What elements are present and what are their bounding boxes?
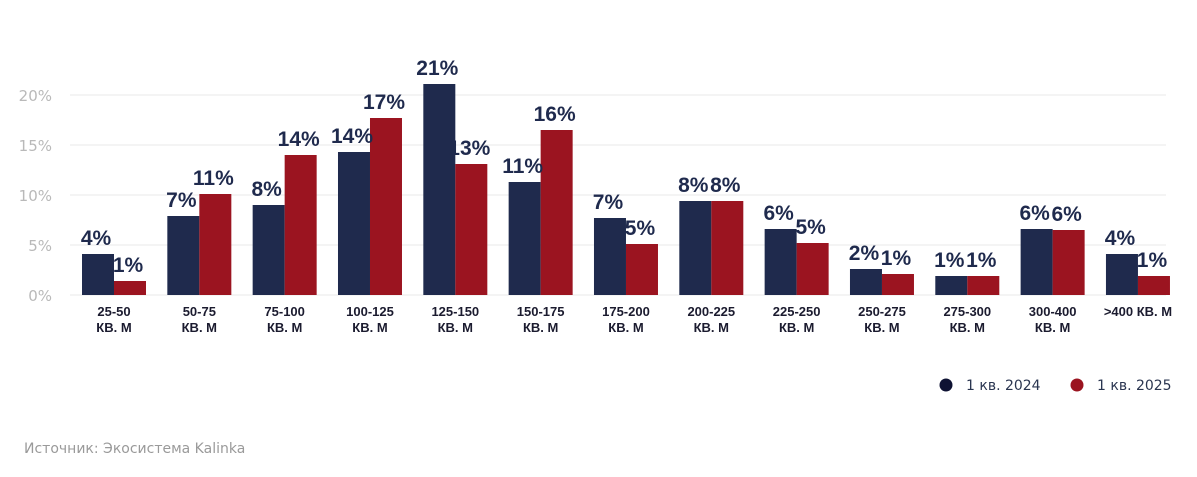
bar-2024: [849, 269, 882, 295]
x-tick-label: 300-400: [1029, 304, 1077, 319]
x-tick-label: 200-225: [687, 304, 735, 319]
bar-2025: [540, 130, 573, 295]
y-tick-label: 0%: [28, 287, 52, 305]
source-note: Источник: Экосистема Kalinka: [24, 441, 245, 457]
bar-2025: [796, 243, 829, 295]
data-label: 7%: [593, 191, 624, 214]
bar-2025: [369, 118, 402, 295]
x-tick-label: 75-100: [264, 304, 304, 319]
data-label: 6%: [1019, 202, 1050, 225]
legend-label: 1 кв. 2024: [966, 378, 1041, 394]
bar-2025: [625, 244, 658, 295]
x-tick-label: КВ. М: [267, 320, 302, 335]
x-tick-label: КВ. М: [96, 320, 131, 335]
x-tick-label: 225-250: [773, 304, 821, 319]
x-tick-label: >400 КВ. М: [1104, 304, 1172, 319]
x-tick-label: КВ. М: [864, 320, 899, 335]
bar-2024: [935, 276, 968, 295]
legend-label: 1 кв. 2025: [1097, 378, 1172, 394]
x-tick-label: КВ. М: [950, 320, 985, 335]
data-label: 6%: [763, 202, 794, 225]
bar-2024: [508, 182, 541, 295]
x-tick-label: 100-125: [346, 304, 394, 319]
x-tick-label: КВ. М: [608, 320, 643, 335]
data-label: 13%: [448, 137, 490, 160]
bar-2025: [1052, 230, 1085, 295]
bar-2025: [284, 155, 317, 295]
data-label: 1%: [934, 249, 965, 272]
x-tick-label: КВ. М: [694, 320, 729, 335]
y-axis-ticks: 0% 5% 10% 15% 20%: [19, 87, 52, 305]
data-label: 1%: [1137, 249, 1168, 272]
bar-2024: [764, 229, 797, 295]
x-tick-label: КВ. М: [182, 320, 217, 335]
bar-2024: [593, 218, 626, 295]
data-label: 1%: [881, 247, 912, 270]
bar-2025: [199, 194, 232, 295]
data-label: 14%: [331, 125, 373, 148]
x-tick-label: 150-175: [517, 304, 565, 319]
bars: [82, 84, 1170, 295]
bar-2024: [1105, 254, 1138, 295]
data-label: 6%: [1051, 203, 1082, 226]
data-label: 7%: [166, 189, 197, 212]
legend-marker: [939, 378, 953, 392]
data-label: 14%: [278, 128, 320, 151]
y-tick-label: 20%: [19, 87, 52, 105]
x-tick-label: КВ. М: [523, 320, 558, 335]
data-label: 16%: [534, 103, 576, 126]
data-label: 8%: [251, 178, 282, 201]
x-tick-label: 250-275: [858, 304, 906, 319]
x-tick-label: КВ. М: [1035, 320, 1070, 335]
data-label: 11%: [193, 167, 234, 190]
data-label: 8%: [710, 174, 741, 197]
x-tick-label: 125-150: [431, 304, 479, 319]
bar-2024: [1020, 229, 1053, 295]
x-tick-label: КВ. М: [779, 320, 814, 335]
bar-2024: [82, 254, 114, 295]
data-label: 4%: [1105, 227, 1136, 250]
x-tick-label: 175-200: [602, 304, 650, 319]
bar-2024: [679, 201, 712, 295]
data-labels: 4%1%7%11% 8%14% 14%17%21%13%11%16%7%5%8% 8%…: [81, 57, 1168, 277]
bar-2024: [337, 152, 370, 295]
y-tick-label: 5%: [28, 237, 52, 255]
bar-2025: [711, 201, 744, 295]
data-label: 4%: [81, 227, 112, 250]
bar-2025: [455, 164, 488, 295]
bar-2025: [114, 281, 146, 295]
x-tick-label: КВ. М: [438, 320, 473, 335]
data-label: 8%: [678, 174, 709, 197]
bar-2025: [967, 276, 1000, 295]
data-label: 2%: [849, 242, 880, 265]
data-label: 11%: [502, 155, 543, 178]
data-label: 1%: [966, 249, 997, 272]
bar-2025: [881, 274, 914, 295]
x-tick-label: КВ. М: [352, 320, 387, 335]
data-label: 5%: [795, 216, 826, 239]
legend: 1 кв. 2024 1 кв. 2025: [939, 378, 1172, 394]
data-label: 17%: [363, 91, 405, 114]
bar-2025: [1137, 276, 1170, 295]
y-tick-label: 15%: [19, 137, 52, 155]
bar-2024: [167, 216, 200, 295]
x-tick-label: 25-50: [97, 304, 130, 319]
data-label: 5%: [625, 217, 656, 240]
y-tick-label: 10%: [19, 187, 52, 205]
legend-marker: [1070, 378, 1084, 392]
bar-2024: [252, 205, 285, 295]
x-tick-label: 50-75: [183, 304, 216, 319]
bar-2024: [423, 84, 456, 295]
x-tick-label: 275-300: [943, 304, 991, 319]
data-label: 1%: [113, 254, 144, 277]
data-label: 21%: [416, 57, 458, 80]
